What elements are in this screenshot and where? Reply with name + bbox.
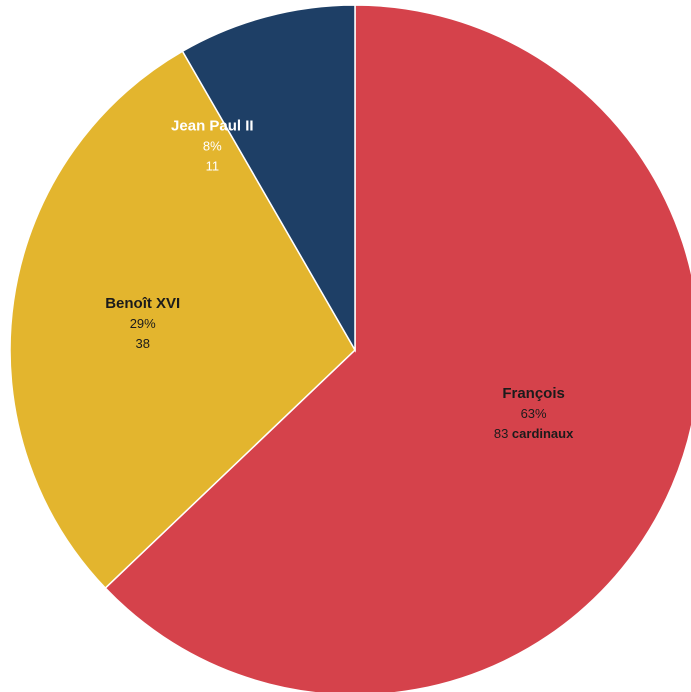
pie-slice-1 bbox=[9, 50, 356, 590]
slice-percent: 63% bbox=[521, 406, 547, 421]
slice-name: Benoît XVI bbox=[105, 295, 180, 312]
slice-count: 38 bbox=[135, 336, 149, 351]
slice-percent: 8% bbox=[203, 139, 222, 154]
pie-labels: François 63% 83 cardinaux Benoît XVI 29% 38 Je… bbox=[105, 118, 574, 441]
slice-label-2: Jean Paul II 8% 11 bbox=[171, 118, 254, 174]
slice-count-unit: cardinaux bbox=[508, 426, 574, 441]
slice-name: Jean Paul II bbox=[171, 118, 254, 135]
pie-slices bbox=[9, 4, 691, 692]
slice-label-0: François 63% 83 cardinaux bbox=[494, 385, 574, 441]
slice-label-1: Benoît XVI 29% 38 bbox=[105, 295, 180, 351]
slice-percent: 29% bbox=[130, 316, 156, 331]
slice-count: 83 cardinaux bbox=[494, 426, 574, 441]
pie-slice-2 bbox=[181, 4, 356, 353]
slice-count: 11 bbox=[206, 159, 220, 174]
slice-name: François bbox=[502, 385, 565, 402]
pie-slice-0 bbox=[104, 4, 691, 692]
